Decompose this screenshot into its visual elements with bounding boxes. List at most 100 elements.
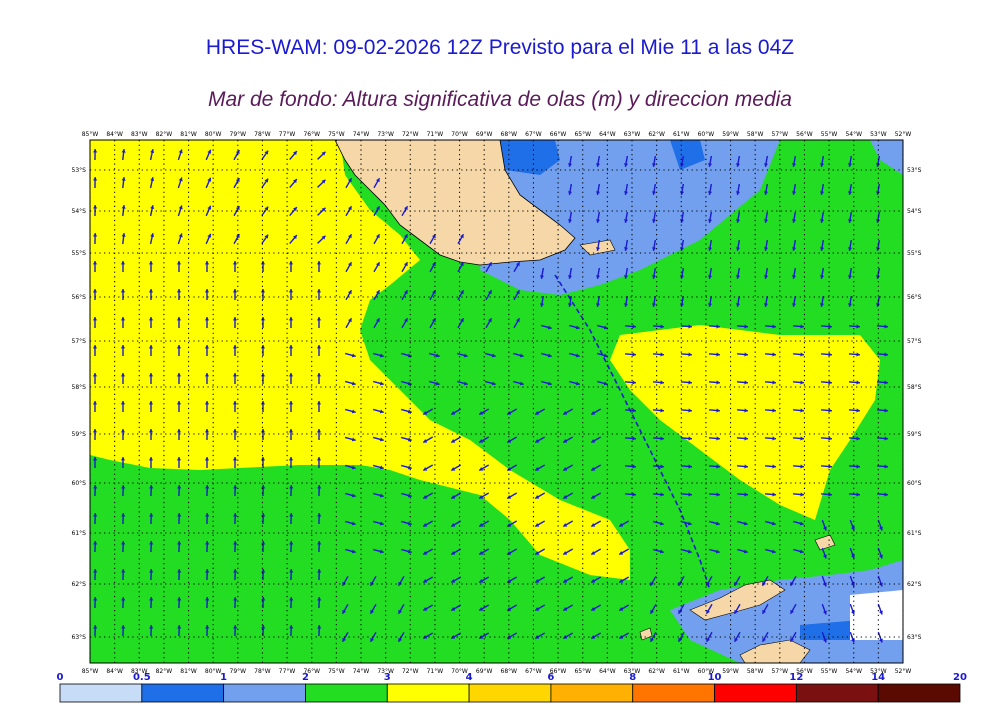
- direction-arrowhead: [317, 541, 322, 545]
- direction-arrowhead: [348, 290, 352, 295]
- direction-arrowhead: [379, 409, 384, 414]
- lon-label-bottom: 60°W: [698, 668, 715, 675]
- longitude-labels-bottom: 85°W 84°W 83°W 82°W 81°W 80°W 79°W 78°W 77°W 76°W…: [82, 668, 912, 675]
- lon-label-bottom: 62°W: [648, 668, 665, 675]
- lon-label-bottom: 56°W: [796, 668, 813, 675]
- legend-label: 2: [302, 672, 309, 683]
- direction-arrowhead: [404, 206, 408, 211]
- direction-arrowhead: [876, 163, 881, 167]
- direction-arrowhead: [744, 352, 748, 357]
- direction-arrowhead: [261, 485, 266, 489]
- direction-arrowhead: [591, 439, 596, 443]
- direction-arrowhead: [177, 569, 182, 573]
- direction-arrowhead: [289, 625, 294, 629]
- direction-arrowhead: [660, 408, 664, 413]
- direction-arrowhead: [432, 234, 436, 239]
- lat-label-right: 60°S: [907, 480, 922, 487]
- direction-arrowhead: [603, 325, 608, 330]
- lon-label-bottom: 67°W: [525, 668, 542, 675]
- lon-label-bottom: 72°W: [402, 668, 419, 675]
- direction-arrowhead: [92, 401, 98, 405]
- direction-arrowhead: [820, 219, 825, 223]
- lat-label-right: 59°S: [907, 431, 922, 438]
- direction-arrowhead: [479, 551, 484, 555]
- direction-arrowhead: [678, 581, 682, 586]
- direction-arrowhead: [288, 401, 294, 405]
- direction-arrowhead: [632, 380, 636, 385]
- direction-arrowhead: [233, 597, 238, 601]
- direction-arrowhead: [261, 569, 266, 573]
- direction-arrowhead: [535, 607, 540, 611]
- direction-arrowhead: [744, 324, 748, 329]
- direction-arrowhead: [316, 261, 322, 265]
- direction-arrowhead: [376, 262, 380, 267]
- direction-arrowhead: [792, 275, 797, 279]
- direction-arrowhead: [535, 467, 540, 471]
- zone-1-2m-north: [480, 140, 780, 295]
- direction-arrowhead: [848, 303, 853, 307]
- lon-label-top: 62°W: [648, 131, 665, 138]
- direction-arrowhead: [563, 523, 568, 527]
- lon-label-bottom: 52°W: [895, 668, 912, 675]
- direction-arrowhead: [878, 610, 883, 615]
- route-line: [554, 274, 711, 591]
- direction-arrowhead: [321, 235, 326, 240]
- direction-arrowhead: [632, 408, 636, 413]
- direction-arrowhead: [715, 521, 720, 526]
- latitude-labels-right: 53°S 54°S 55°S 56°S 57°S 58°S 59°S 60°S 61°S 62°S…: [907, 167, 922, 641]
- lon-label-top: 72°W: [402, 131, 419, 138]
- direction-arrowhead: [680, 275, 685, 279]
- direction-arrowhead: [568, 191, 573, 195]
- lon-label-top: 69°W: [476, 131, 493, 138]
- lon-label-top: 81°W: [180, 131, 197, 138]
- lon-label-top: 85°W: [82, 131, 99, 138]
- direction-arrowhead: [479, 495, 484, 499]
- lon-label-bottom: 64°W: [599, 668, 616, 675]
- direction-arrowhead: [632, 352, 636, 357]
- lon-label-top: 68°W: [501, 131, 518, 138]
- latitude-labels-left: 53°S 54°S 55°S 56°S 57°S 58°S 59°S 60°S 61°S 62°S…: [72, 167, 87, 641]
- color-legend: 0 0.5 1 2 3 4 6 8 10 12 14 20: [57, 672, 967, 703]
- direction-arrowhead: [121, 149, 126, 153]
- direction-arrowhead: [261, 513, 266, 517]
- direction-arrowhead: [688, 492, 692, 497]
- direction-arrowhead: [235, 178, 240, 183]
- direction-arrowhead: [708, 219, 713, 223]
- lat-label-left: 63°S: [72, 634, 87, 641]
- direction-arrowhead: [848, 219, 853, 223]
- direction-arrowhead: [828, 408, 832, 413]
- direction-arrowhead: [716, 408, 720, 413]
- zone-0.5-1m-patch: [670, 140, 705, 170]
- direction-arrowhead: [848, 191, 853, 195]
- direction-arrowhead: [423, 495, 428, 499]
- direction-arrowhead: [348, 234, 352, 239]
- direction-arrowhead: [149, 541, 154, 545]
- direction-arrowhead: [884, 464, 888, 469]
- direction-arrowhead: [288, 373, 294, 377]
- lon-label-top: 63°W: [624, 131, 641, 138]
- direction-arrowhead: [800, 436, 804, 441]
- direction-arrowhead: [121, 177, 126, 181]
- direction-arrowhead: [650, 637, 654, 642]
- direction-arrowhead: [351, 465, 356, 470]
- lon-label-bottom: 80°W: [205, 668, 222, 675]
- direction-arrowhead: [575, 353, 580, 358]
- direction-arrowhead: [407, 409, 412, 414]
- direction-arrowhead: [884, 408, 888, 413]
- lon-label-top: 64°W: [599, 131, 616, 138]
- direction-arrowhead: [603, 353, 608, 358]
- direction-arrowhead: [850, 526, 855, 531]
- direction-arrowhead: [316, 345, 322, 349]
- direction-arrowhead: [878, 554, 883, 559]
- direction-arrowhead: [149, 569, 154, 573]
- lon-label-top: 83°W: [131, 131, 148, 138]
- direction-arrowhead: [479, 467, 484, 471]
- direction-arrowhead: [856, 492, 860, 497]
- direction-arrowhead: [235, 150, 240, 155]
- direction-arrowhead: [460, 234, 464, 239]
- direction-arrowhead: [516, 290, 520, 295]
- direction-arrowhead: [351, 493, 356, 498]
- direction-arrowhead: [423, 411, 428, 415]
- direction-arrowhead: [884, 380, 888, 385]
